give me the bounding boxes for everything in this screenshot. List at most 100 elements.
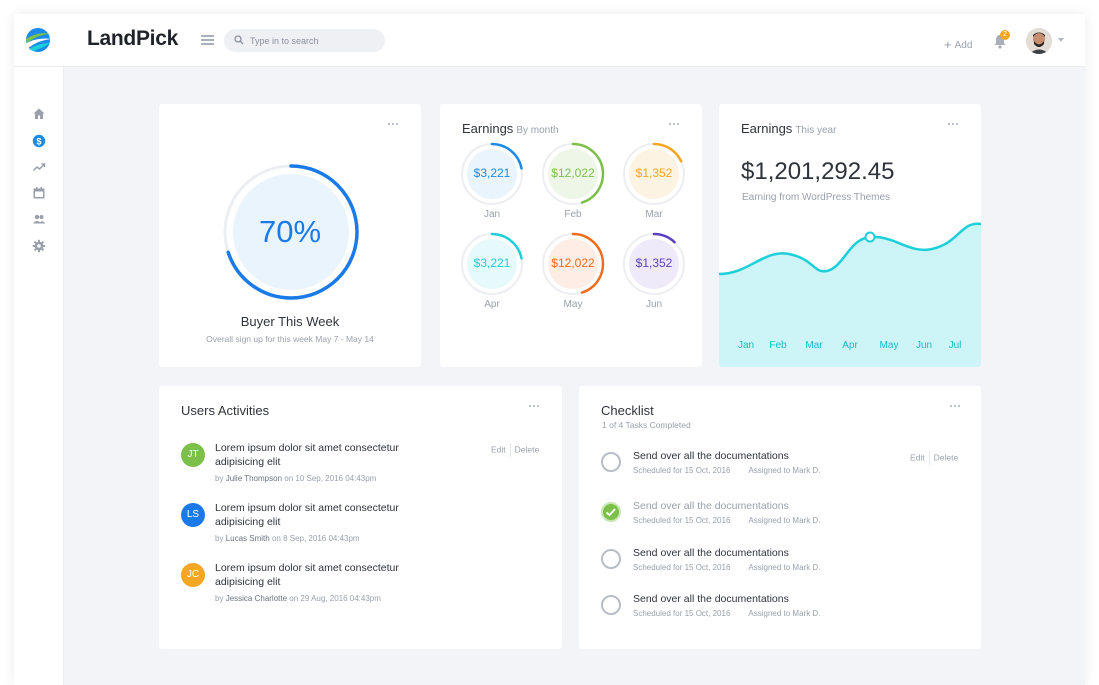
add-label: Add: [954, 40, 973, 51]
buyer-subtitle: Overall sign up for this week May 7 - Ma…: [206, 334, 374, 344]
month-label: Feb: [564, 209, 582, 220]
dollar-icon[interactable]: $: [32, 134, 46, 148]
edit-link[interactable]: Edit: [491, 444, 506, 455]
activity-text: Lorem ipsum dolor sit amet consectetur a…: [215, 562, 399, 588]
month-ring-may: $12,022: [541, 232, 605, 296]
checkbox[interactable]: [601, 502, 621, 522]
delete-link[interactable]: Delete: [933, 452, 959, 463]
earnings-amount: $1,201,292.45: [741, 158, 895, 185]
month-ring-graphic: [541, 232, 605, 296]
month-ring-mar: $1,352: [622, 142, 686, 206]
checklist-item-meta: Scheduled for 15 Oct, 2016 Assigned to Ma…: [633, 516, 821, 525]
month-ring-graphic: [622, 232, 686, 296]
activity-meta: by Julie Thompson on 10 Sep, 2016 04:43p…: [215, 474, 377, 483]
checklist-subtitle: 1 of 4 Tasks Completed: [602, 420, 691, 430]
earnings-month-title: Earnings By month: [462, 121, 559, 136]
checklist-item-title: Send over all the documentations: [633, 500, 789, 512]
activity-text: Lorem ipsum dolor sit amet consectetur a…: [215, 502, 399, 528]
menu-toggle-icon[interactable]: [201, 35, 214, 45]
month-ring-feb: $12,022: [541, 142, 605, 206]
checklist-item: Send over all the documentations Schedule…: [601, 591, 961, 631]
checklist-item-title: Send over all the documentations: [633, 547, 789, 559]
activity-item[interactable]: JC Lorem ipsum dolor sit amet consectetur…: [181, 561, 541, 611]
activity-item[interactable]: JT Lorem ipsum dolor sit amet consectetur…: [181, 441, 541, 491]
month-value: $12,022: [551, 256, 595, 270]
month-ring-graphic: [460, 142, 524, 206]
avatar-image-icon: [1026, 28, 1052, 54]
chevron-down-icon[interactable]: [1058, 38, 1064, 42]
search-icon: [234, 35, 244, 45]
search-box: [224, 29, 385, 52]
users-icon[interactable]: [32, 212, 46, 226]
area-fill: [719, 223, 981, 367]
checklist-item-title: Send over all the documentations: [633, 450, 789, 462]
checklist-actions: Edit Delete: [910, 451, 958, 465]
month-ring-apr: $3,221: [460, 232, 524, 296]
x-tick-label: May: [880, 340, 899, 351]
earnings-month-card: Earnings By month $3,221 Jan $12,022 Feb $1,3…: [440, 104, 702, 367]
brand-name[interactable]: LandPick: [87, 27, 178, 50]
checkbox[interactable]: [601, 595, 621, 615]
buyer-title: Buyer This Week: [240, 314, 340, 329]
highlight-point: [864, 231, 876, 243]
more-options-icon[interactable]: [950, 405, 964, 409]
activity-meta: by Jessica Charlotte on 29 Aug, 2016 04:…: [215, 594, 381, 603]
checklist-item: Send over all the documentations Schedule…: [601, 448, 961, 488]
user-avatar[interactable]: [1026, 28, 1052, 54]
more-options-icon[interactable]: [669, 123, 683, 127]
activity-avatar: JC: [181, 563, 205, 587]
month-label: Mar: [645, 209, 663, 220]
x-tick-label: Jul: [949, 340, 962, 351]
activity-actions: Edit Delete: [491, 443, 539, 457]
month-value: $3,221: [473, 256, 511, 270]
checklist-item-meta: Scheduled for 15 Oct, 2016 Assigned to Ma…: [633, 466, 821, 475]
more-options-icon[interactable]: [529, 405, 543, 409]
brand-logo-icon[interactable]: [23, 25, 53, 55]
sidebar: $: [14, 67, 64, 685]
earnings-area-chart: Jan Feb Mar Apr May Jun Jul: [719, 222, 981, 367]
checklist-card: Checklist 1 of 4 Tasks Completed Send ov…: [579, 386, 981, 649]
activity-user[interactable]: Julie Thompson: [225, 474, 283, 483]
month-label: May: [563, 299, 583, 310]
more-options-icon[interactable]: [948, 123, 962, 127]
checklist-title: Checklist: [601, 403, 654, 418]
x-tick-label: Jun: [916, 340, 932, 351]
add-button[interactable]: + Add: [944, 36, 973, 52]
month-value: $1,352: [635, 166, 673, 180]
activity-user[interactable]: Jessica Charlotte: [225, 594, 288, 603]
month-label: Jan: [483, 209, 501, 220]
checklist-item-meta: Scheduled for 15 Oct, 2016 Assigned to Ma…: [633, 609, 821, 618]
calendar-icon[interactable]: [32, 186, 46, 200]
earnings-year-title: Earnings This year: [741, 121, 837, 136]
x-tick-label: Jan: [738, 340, 754, 351]
month-value: $1,352: [635, 256, 673, 270]
activity-user[interactable]: Lucas Smith: [225, 534, 270, 543]
x-tick-label: Mar: [805, 340, 823, 351]
month-label: Jun: [645, 299, 663, 310]
earnings-year-subtitle: This year: [795, 125, 837, 136]
checkbox[interactable]: [601, 452, 621, 472]
gear-icon[interactable]: [32, 239, 46, 253]
month-ring-jun: $1,352: [622, 232, 686, 296]
home-icon[interactable]: [32, 107, 46, 121]
edit-link[interactable]: Edit: [910, 452, 925, 463]
buyer-progress-ring: [223, 164, 359, 300]
checklist-item-title: Send over all the documentations: [633, 593, 789, 605]
activity-item[interactable]: LS Lorem ipsum dolor sit amet consectetur…: [181, 501, 541, 551]
checklist-item: Send over all the documentations Schedule…: [601, 545, 961, 585]
activity-avatar: JT: [181, 443, 205, 467]
month-ring-jan: $3,221: [460, 142, 524, 206]
checklist-item: Send over all the documentations Schedule…: [601, 498, 961, 538]
check-icon: [605, 508, 616, 517]
checklist-item-meta: Scheduled for 15 Oct, 2016 Assigned to Ma…: [633, 563, 821, 572]
more-options-icon[interactable]: [388, 123, 402, 127]
checkbox[interactable]: [601, 549, 621, 569]
earnings-month-subtitle: By month: [516, 125, 559, 136]
delete-link[interactable]: Delete: [514, 444, 540, 455]
earnings-caption: Earning from WordPress Themes: [742, 192, 891, 203]
month-value: $12,022: [551, 166, 595, 180]
x-tick-label: Feb: [769, 340, 787, 351]
search-input[interactable]: [250, 32, 380, 49]
buyer-card: 70% Buyer This Week Overall sign up for …: [159, 104, 421, 367]
trending-icon[interactable]: [32, 160, 46, 174]
